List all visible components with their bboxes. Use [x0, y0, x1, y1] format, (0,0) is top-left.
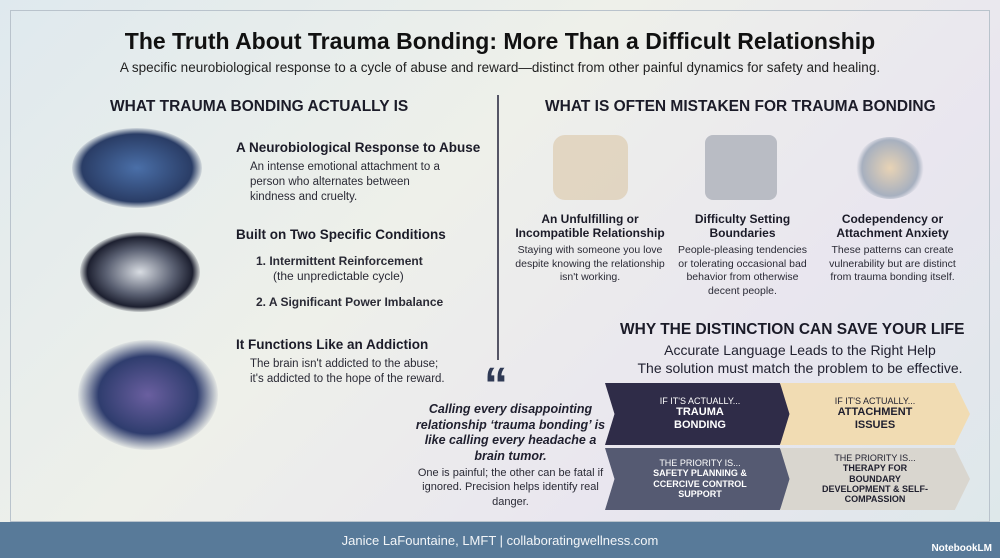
quote-subtext: One is painful; the other can be fatal i… — [417, 467, 604, 508]
block-title: A Neurobiological Response to Abuse — [236, 140, 481, 155]
condition-item: 2. A Significant Power Imbalance — [256, 295, 444, 309]
distinction-heading: Why the Distinction Can Save Your Life — [620, 321, 965, 338]
block-text: The brain isn't addicted to the abuse; i… — [250, 358, 445, 385]
couple-icon — [553, 135, 628, 200]
card-title: Difficulty Setting Boundaries — [694, 212, 791, 240]
quote-text: Calling every disappointing relationship… — [415, 402, 606, 463]
chevron-safety-planning: THE PRIORITY IS... SAFETY PLANNING & CCER… — [605, 448, 795, 510]
gate-icon — [705, 135, 777, 200]
chevron-trauma-bonding: IF IT'S ACTUALLY... TRAUMA BONDING — [605, 383, 795, 445]
page-title: The Truth About Trauma Bonding: More Tha… — [124, 28, 876, 54]
distinction-line2: The solution must match the problem to b… — [637, 360, 963, 376]
brain-lightning-icon — [72, 128, 202, 208]
condition-note: (the unpredictable cycle) — [273, 269, 404, 283]
card-text: These patterns can create vulnerability … — [829, 244, 956, 284]
left-heading: What Trauma Bonding Actually Is — [110, 98, 409, 115]
footer-credit: Janice LaFountaine, LMFT | collaborating… — [341, 532, 659, 548]
chevron-therapy: THE PRIORITY IS... THERAPY FOR BOUNDARY D… — [780, 448, 970, 510]
brain-chain-anchor-icon — [78, 340, 218, 450]
condition-item: 1. Intermittent Reinforcement — [256, 254, 423, 268]
footer: Janice LaFountaine, LMFT | collaborating… — [0, 522, 1000, 558]
chevron-attachment-issues: IF IT'S ACTUALLY... ATTACHMENT ISSUES — [780, 383, 970, 445]
divider — [497, 95, 499, 360]
twisted-loop-icon — [80, 232, 200, 312]
quote-mark-icon: “ — [484, 359, 508, 412]
card-text: People-pleasing tendencies or tolerating… — [677, 244, 807, 297]
block-title: Built on Two Specific Conditions — [236, 227, 446, 242]
interlocked-figures-icon — [855, 137, 925, 199]
block-text: An intense emotional attachment to a per… — [250, 161, 440, 203]
card-title: An Unfulfilling or Incompatible Relation… — [515, 212, 665, 240]
page-subtitle: A specific neurobiological response to a… — [119, 60, 881, 75]
card-title: Codependency or Attachment Anxiety — [836, 212, 949, 240]
card-text: Staying with someone you love despite kn… — [515, 244, 665, 284]
frame — [10, 10, 990, 522]
distinction-line1: Accurate Language Leads to the Right Hel… — [664, 342, 936, 358]
notebooklm-logo: NotebookLM — [931, 543, 992, 554]
block-title: It Functions Like an Addiction — [236, 337, 429, 352]
right-heading: What Is Often Mistaken for Trauma Bondin… — [545, 98, 936, 115]
